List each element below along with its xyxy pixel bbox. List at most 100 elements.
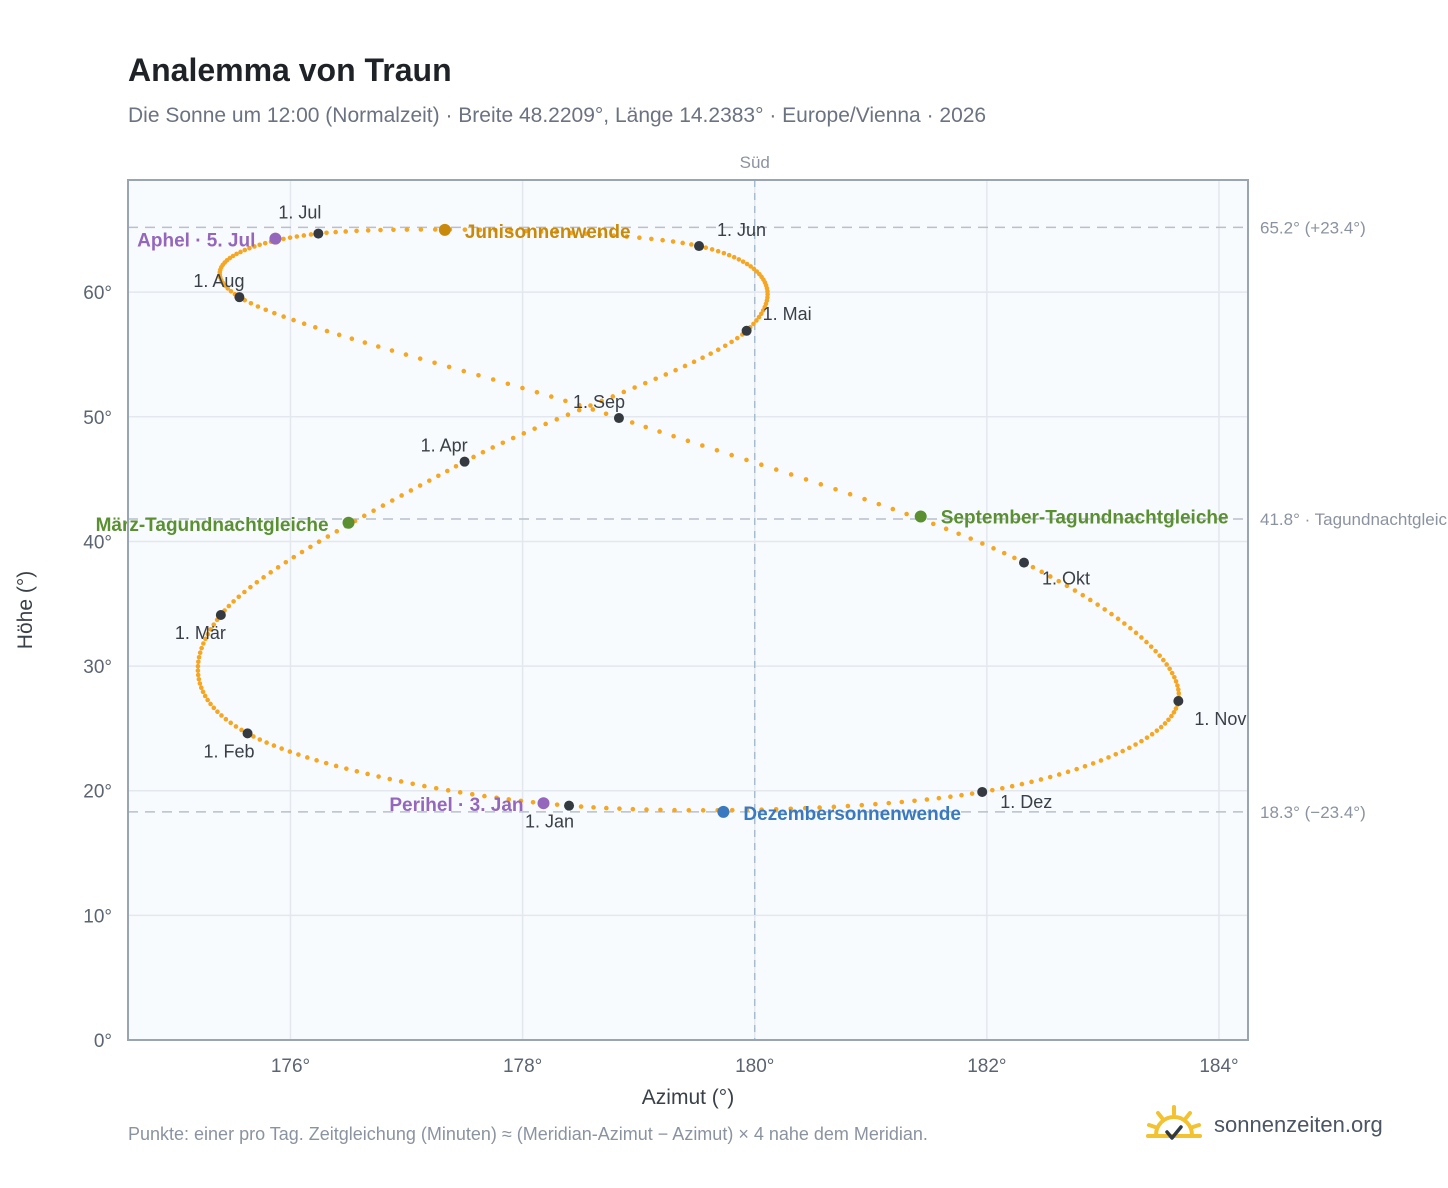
daily-sun-dot	[890, 506, 896, 512]
daily-sun-dot	[748, 264, 753, 269]
daily-sun-dot	[336, 332, 342, 338]
daily-sun-dot	[1169, 713, 1174, 719]
daily-sun-dot	[1122, 621, 1127, 626]
special-point-marker	[537, 797, 550, 810]
daily-sun-dot	[969, 791, 975, 796]
daily-sun-dot	[643, 424, 649, 430]
daily-sun-dot	[624, 234, 630, 239]
daily-sun-dot	[376, 774, 381, 779]
x-tick-label: 178°	[503, 1056, 542, 1077]
daily-sun-dot	[990, 787, 995, 793]
brand[interactable]: sonnenzeiten.org	[1146, 1100, 1383, 1150]
daily-sun-dot	[205, 697, 210, 703]
daily-sun-dot	[554, 802, 560, 807]
daily-sun-dot	[1115, 616, 1121, 622]
daily-sun-dot	[1109, 611, 1114, 617]
daily-sun-dot	[899, 799, 905, 805]
daily-sun-dot	[726, 252, 732, 258]
daily-sun-dot	[261, 575, 266, 580]
special-point-marker	[914, 510, 927, 523]
daily-sun-dot	[471, 454, 476, 460]
reference-line-label: 41.8° · Tagundnachtgleiche	[1260, 510, 1448, 529]
daily-sun-dot	[788, 472, 794, 477]
daily-sun-dot	[1171, 710, 1177, 715]
special-point-marker	[269, 232, 282, 245]
daily-sun-dot	[751, 321, 756, 327]
daily-sun-dot	[817, 805, 822, 810]
daily-sun-dot	[1019, 781, 1025, 787]
daily-sun-dot	[398, 779, 404, 784]
daily-sun-dot	[936, 795, 942, 801]
x-tick-label: 176°	[271, 1056, 310, 1077]
daily-sun-dot	[672, 807, 677, 813]
daily-sun-dot	[1148, 644, 1154, 649]
daily-sun-dot	[538, 229, 544, 234]
month-label: 1. Jun	[717, 220, 766, 240]
daily-sun-dot	[1056, 578, 1062, 584]
daily-sun-dot	[225, 286, 230, 291]
daily-sun-dot	[1127, 745, 1132, 751]
daily-sun-dot	[201, 641, 206, 646]
daily-sun-dot	[234, 251, 239, 257]
daily-sun-dot	[247, 245, 252, 251]
daily-sun-dot	[1088, 597, 1093, 603]
month-marker	[313, 228, 324, 239]
daily-sun-dot	[980, 541, 985, 546]
daily-sun-dot	[700, 355, 705, 361]
daily-sun-dot	[686, 808, 692, 813]
daily-sun-dot	[859, 802, 865, 808]
daily-sun-dot	[904, 511, 909, 517]
daily-sun-dot	[263, 307, 269, 313]
daily-sun-dot	[254, 579, 260, 585]
daily-sun-dot	[1090, 761, 1096, 766]
daily-sun-dot	[380, 503, 386, 508]
daily-sun-dot	[408, 488, 414, 493]
daily-sun-dot	[968, 536, 973, 541]
daily-sun-dot	[506, 797, 512, 802]
daily-sun-dot	[700, 808, 706, 813]
daily-sun-dot	[427, 478, 432, 483]
daily-sun-dot	[1144, 735, 1150, 740]
month-marker	[977, 786, 988, 797]
daily-sun-dot	[324, 328, 330, 334]
daily-sun-dot	[1072, 588, 1078, 593]
daily-sun-dot	[391, 227, 396, 233]
daily-sun-dot	[242, 589, 247, 595]
daily-sun-dot	[1102, 607, 1107, 612]
x-axis-title: Azimut (°)	[642, 1086, 734, 1109]
daily-sun-dot	[242, 247, 248, 253]
daily-sun-dot	[457, 790, 463, 795]
daily-sun-dot	[272, 310, 277, 316]
daily-sun-dot	[196, 676, 202, 682]
daily-sun-dot	[275, 565, 281, 570]
daily-sun-dot	[211, 705, 217, 711]
daily-sun-dot	[482, 793, 487, 799]
daily-sun-dot	[281, 314, 286, 319]
daily-sun-dot	[709, 247, 715, 252]
daily-sun-dot	[196, 659, 201, 665]
daily-sun-dot	[1048, 574, 1053, 579]
daily-sun-dot	[314, 758, 319, 763]
reference-line-label: 18.3° (−23.4°)	[1260, 803, 1366, 822]
special-point-label: Junisonnenwende	[465, 222, 631, 243]
daily-sun-dot	[548, 394, 554, 399]
daily-sun-dot	[1000, 785, 1005, 791]
daily-sun-dot	[1012, 555, 1017, 561]
daily-sun-dot	[553, 229, 559, 235]
daily-sun-dot	[271, 743, 277, 748]
y-tick-label: 40°	[83, 532, 112, 553]
daily-sun-dot	[845, 803, 851, 809]
daily-sun-dot	[205, 631, 211, 637]
daily-sun-dot	[948, 794, 953, 800]
month-label: 1. Jul	[278, 203, 321, 223]
daily-sun-dot	[673, 367, 678, 373]
daily-sun-dot	[873, 801, 878, 807]
daily-sun-dot	[1133, 630, 1139, 636]
daily-sun-dot	[657, 429, 662, 434]
daily-sun-dot	[565, 412, 571, 417]
daily-sun-dot	[1153, 648, 1158, 654]
daily-sun-dot	[729, 339, 734, 345]
month-label: 1. Dez	[1000, 792, 1052, 812]
month-label: 1. Mär	[175, 623, 226, 643]
daily-sun-dot	[291, 317, 296, 323]
